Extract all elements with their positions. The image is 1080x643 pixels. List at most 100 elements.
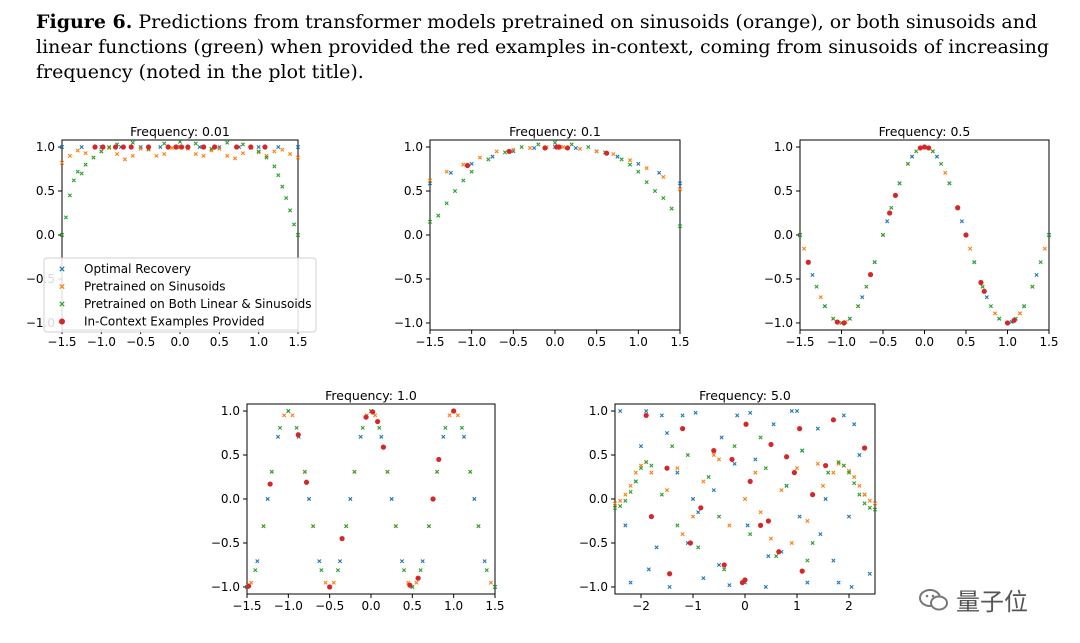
point-both bbox=[286, 408, 291, 414]
point-optimal bbox=[490, 154, 495, 159]
point-optimal bbox=[815, 426, 820, 431]
point-optimal bbox=[680, 413, 685, 418]
point-optimal bbox=[275, 434, 281, 439]
point-sinusoids bbox=[618, 498, 623, 503]
point-optimal bbox=[448, 170, 453, 175]
point-sinusoids bbox=[727, 523, 732, 528]
point-both bbox=[939, 161, 944, 166]
x-tick-label: 1.5 bbox=[288, 335, 307, 349]
legend-label-both: Pretrained on Both Linear & Sinusoids bbox=[84, 297, 312, 311]
panel-title: Frequency: 5.0 bbox=[699, 388, 791, 403]
point-optimal bbox=[836, 580, 841, 585]
point-example bbox=[643, 412, 649, 419]
point-both bbox=[872, 260, 877, 265]
point-both bbox=[947, 181, 952, 186]
point-example bbox=[892, 192, 899, 199]
point-both bbox=[476, 524, 481, 529]
point-sinusoids bbox=[290, 413, 295, 418]
point-example bbox=[185, 144, 191, 150]
x-tick-label: 0.0 bbox=[170, 335, 189, 349]
point-example bbox=[564, 145, 571, 151]
point-sinusoids bbox=[867, 498, 872, 503]
point-both bbox=[294, 425, 299, 430]
point-example bbox=[212, 144, 218, 150]
point-optimal bbox=[441, 434, 446, 439]
point-optimal bbox=[646, 567, 651, 572]
point-both bbox=[1038, 260, 1043, 265]
point-both bbox=[784, 483, 789, 488]
point-sinusoids bbox=[59, 160, 65, 165]
x-tick-label: 1 bbox=[793, 599, 801, 613]
point-both bbox=[1022, 304, 1027, 309]
point-both bbox=[91, 155, 96, 160]
point-sinusoids bbox=[716, 457, 722, 462]
point-sinusoids bbox=[627, 158, 633, 163]
point-sinusoids bbox=[138, 146, 143, 151]
point-optimal bbox=[664, 430, 670, 436]
point-example bbox=[556, 144, 562, 150]
y-tick-label: 1.0 bbox=[589, 404, 608, 418]
x-tick-label: −1.0 bbox=[827, 335, 856, 349]
point-example bbox=[201, 144, 207, 150]
point-example bbox=[747, 478, 753, 485]
point-both bbox=[162, 141, 167, 146]
panel-2: Frequency: 0.1 −1.5 −1.0 −0.5 0.0 0.5 1.0 1.5 −1… bbox=[394, 124, 690, 349]
point-sinusoids bbox=[805, 518, 810, 524]
x-tick-label: 1.0 bbox=[629, 335, 648, 349]
point-both bbox=[177, 139, 183, 144]
point-both bbox=[277, 425, 283, 430]
point-optimal bbox=[701, 576, 706, 581]
point-both bbox=[385, 469, 390, 474]
point-example bbox=[648, 513, 655, 520]
point-example bbox=[805, 259, 811, 265]
point-example bbox=[834, 319, 840, 325]
point-optimal bbox=[256, 144, 261, 150]
point-example bbox=[407, 582, 413, 588]
point-both bbox=[193, 141, 198, 146]
point-example bbox=[295, 432, 301, 438]
legend-marker-example bbox=[59, 318, 65, 325]
point-sinusoids bbox=[779, 488, 784, 493]
x-tick-label: −2 bbox=[632, 599, 650, 613]
point-both bbox=[401, 568, 407, 573]
legend-marker-optimal bbox=[59, 266, 65, 272]
point-both bbox=[649, 463, 654, 468]
point-sinusoids bbox=[1017, 311, 1023, 316]
point-both bbox=[469, 169, 474, 174]
point-both bbox=[519, 144, 524, 150]
point-both bbox=[288, 208, 293, 213]
point-sinusoids bbox=[623, 492, 628, 497]
point-optimal bbox=[623, 523, 628, 528]
point-example bbox=[375, 418, 381, 425]
point-optimal bbox=[295, 144, 301, 150]
point-example bbox=[246, 583, 252, 589]
point-sinusoids bbox=[968, 246, 973, 251]
point-sinusoids bbox=[282, 413, 287, 418]
point-sinusoids bbox=[256, 150, 261, 155]
point-optimal bbox=[306, 496, 312, 502]
point-optimal bbox=[667, 584, 672, 590]
axes-frame bbox=[246, 403, 496, 595]
point-example bbox=[464, 162, 471, 169]
point-both bbox=[758, 435, 763, 440]
point-optimal bbox=[823, 496, 828, 502]
point-example bbox=[963, 232, 969, 238]
point-sinusoids bbox=[323, 580, 328, 585]
point-sinusoids bbox=[67, 153, 72, 158]
point-optimal bbox=[753, 457, 758, 462]
x-tick-label: 0.5 bbox=[210, 335, 229, 349]
y-tick-label: −1.0 bbox=[394, 316, 423, 330]
point-both bbox=[552, 140, 558, 145]
point-both bbox=[569, 142, 574, 147]
point-example bbox=[743, 421, 749, 427]
legend-box bbox=[43, 257, 317, 333]
x-tick-label: −1.5 bbox=[415, 335, 444, 349]
point-sinusoids bbox=[742, 496, 748, 502]
point-sinusoids bbox=[649, 470, 654, 475]
caption-text: Predictions from transformer models pret… bbox=[36, 11, 1050, 83]
point-example bbox=[823, 462, 829, 469]
point-example bbox=[145, 144, 152, 150]
point-example bbox=[784, 454, 790, 460]
point-optimal bbox=[1034, 272, 1039, 278]
